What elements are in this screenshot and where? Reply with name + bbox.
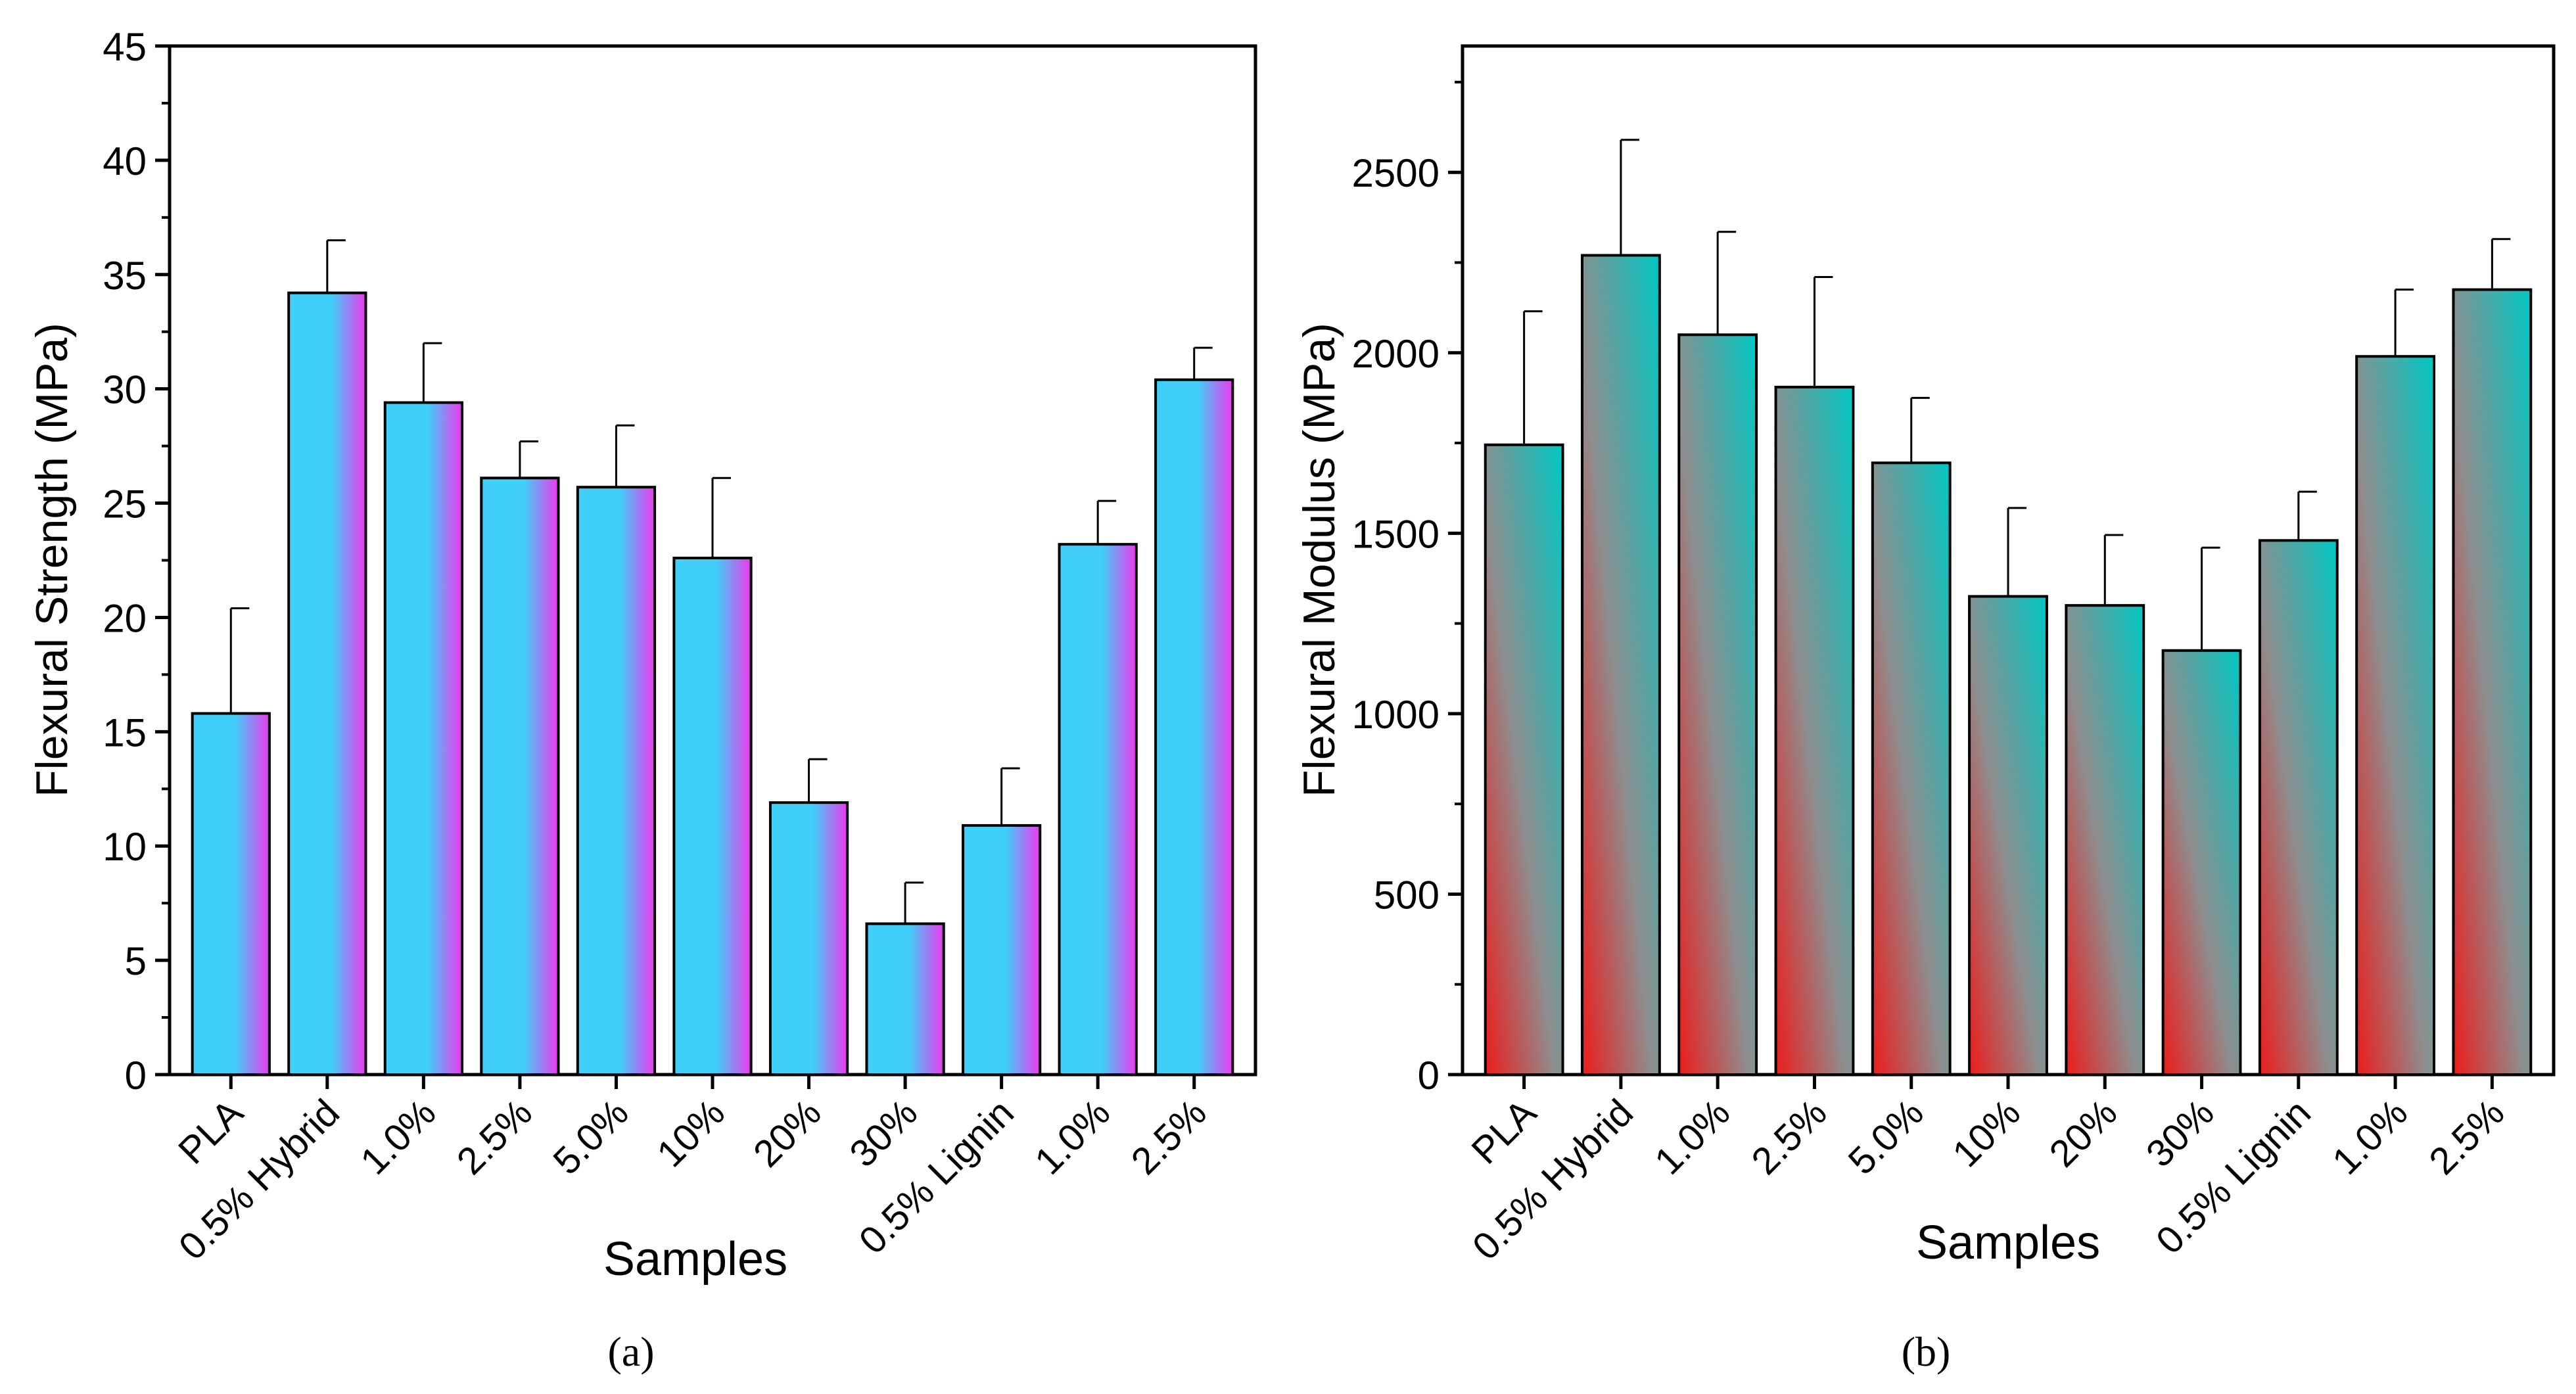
y-tick-label: 40 <box>103 139 147 183</box>
x-tick-label: 1.0% <box>1027 1091 1118 1182</box>
y-tick-label: 500 <box>1374 873 1440 917</box>
x-tick-label: 20% <box>745 1091 830 1175</box>
bar <box>1154 378 1234 1076</box>
panel-caption-a: (a) <box>607 1328 654 1375</box>
bar <box>2258 539 2339 1076</box>
x-tick-label: 1.0% <box>2324 1091 2416 1182</box>
bar <box>768 801 849 1076</box>
y-tick-label: 1000 <box>1352 693 1440 737</box>
bar <box>865 922 945 1077</box>
x-tick-label: 2.5% <box>2421 1091 2512 1182</box>
x-tick-label: PLA <box>1463 1091 1545 1173</box>
x-axis-label-b: Samples <box>1916 1217 2100 1269</box>
x-tick-label: 2.5% <box>449 1091 540 1182</box>
y-tick-label: 15 <box>103 710 147 755</box>
y-tick-label: 2000 <box>1352 332 1440 376</box>
y-axis-label-b: Flexural Modulus (MPa) <box>1294 323 1344 797</box>
bar <box>1058 543 1138 1076</box>
y-tick-label: 0 <box>125 1054 147 1098</box>
x-tick-label: 20% <box>2041 1091 2125 1175</box>
y-tick-label: 45 <box>103 25 147 69</box>
bar <box>2065 604 2145 1076</box>
bar <box>480 476 560 1076</box>
bar <box>576 486 657 1076</box>
bars-a <box>191 239 1234 1077</box>
y-tick-label: 35 <box>103 254 147 298</box>
x-tick-label: 5.0% <box>1840 1091 1931 1182</box>
y-tick-label: 1500 <box>1352 512 1440 556</box>
bar <box>287 291 367 1077</box>
x-axis-label-a: Samples <box>603 1233 787 1286</box>
x-tick-label: 1.0% <box>352 1091 444 1182</box>
x-tick-label: 30% <box>2138 1091 2222 1175</box>
panel-caption-b: (b) <box>1902 1328 1951 1375</box>
y-tick-label: 25 <box>103 482 147 526</box>
bar <box>1871 461 1952 1076</box>
x-tick-label: 10% <box>649 1091 733 1175</box>
bar <box>2452 288 2533 1077</box>
bar <box>383 401 463 1076</box>
x-tick-label: 2.5% <box>1123 1091 1214 1182</box>
bar <box>191 712 271 1076</box>
y-tick-label: 10 <box>103 825 147 869</box>
bar <box>1581 254 1661 1077</box>
bars-b <box>1484 139 2533 1077</box>
bar <box>962 824 1042 1077</box>
y-tick-label: 30 <box>103 368 147 412</box>
y-tick-label: 5 <box>125 939 147 983</box>
x-tick-label: 30% <box>841 1091 925 1175</box>
bar <box>2355 355 2436 1076</box>
x-tick-label: 5.0% <box>545 1091 636 1182</box>
y-axis-a: 0 5 10 15 20 25 30 35 40 45 <box>103 25 170 1098</box>
bar <box>2161 649 2242 1076</box>
bar <box>1774 385 1855 1077</box>
y-tick-label: 20 <box>103 596 147 640</box>
x-tick-label: 1.0% <box>1647 1091 1738 1182</box>
y-tick-label: 0 <box>1418 1054 1440 1098</box>
x-tick-label: PLA <box>170 1091 252 1173</box>
bar <box>1968 595 2048 1076</box>
y-tick-label: 2500 <box>1352 151 1440 195</box>
bar <box>1484 443 1564 1076</box>
bar <box>1677 333 1758 1077</box>
y-axis-label-a: Flexural Strength (MPa) <box>27 323 77 797</box>
y-axis-b: 0 500 1000 1500 2000 2500 <box>1352 80 1463 1098</box>
x-tick-label: 2.5% <box>1743 1091 1835 1182</box>
x-tick-label: 10% <box>1944 1091 2028 1175</box>
bar <box>672 557 753 1076</box>
